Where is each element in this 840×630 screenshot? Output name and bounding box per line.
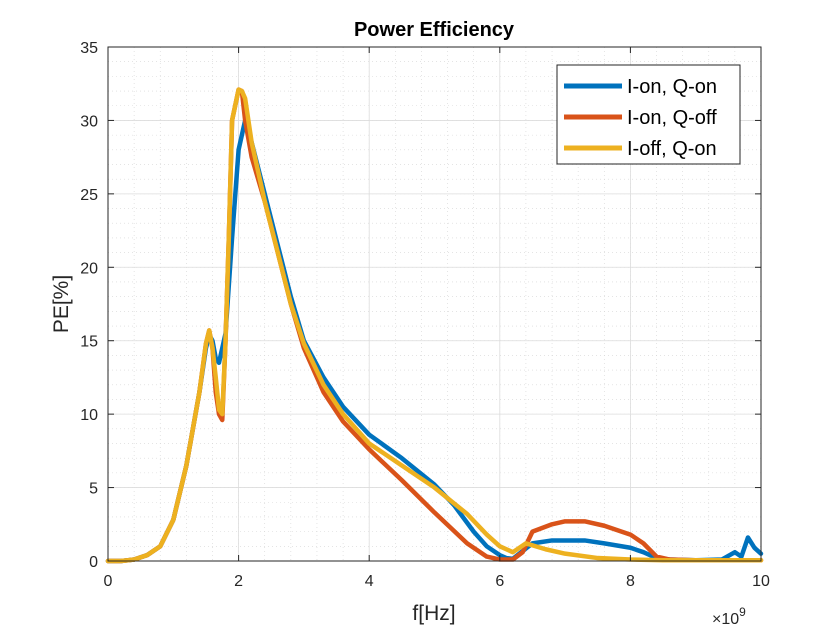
x-exponent-label: ×109	[712, 605, 746, 628]
x-exponent-base: ×10	[712, 611, 739, 628]
legend-label-i-on-q-on: I-on, Q-on	[627, 76, 717, 98]
y-ticks: 0 5 10 15 20 25 30 35	[80, 40, 761, 571]
y-axis-label: PE[%]	[50, 275, 73, 333]
y-tick-label: 15	[80, 334, 98, 351]
y-tick-label: 30	[80, 113, 98, 130]
y-tick-label: 5	[89, 481, 98, 498]
y-tick-label: 20	[80, 260, 98, 277]
x-tick-label: 2	[234, 573, 243, 590]
x-tick-label: 8	[626, 573, 635, 590]
y-tick-label: 25	[80, 187, 98, 204]
series-lines	[105, 87, 764, 564]
y-tick-label: 35	[80, 40, 98, 57]
x-axis-label: f[Hz]	[412, 602, 455, 625]
x-tick-label: 4	[365, 573, 374, 590]
x-exponent-power: 9	[739, 605, 746, 619]
x-ticks: 0 2 4 6 8 10	[104, 47, 770, 590]
x-tick-label: 6	[495, 573, 504, 590]
plot-frame	[107, 46, 762, 562]
legend-label-i-on-q-off: I-on, Q-off	[627, 107, 717, 129]
legend-label-i-off-q-on: I-off, Q-on	[627, 138, 717, 160]
legend: I-on, Q-on I-on, Q-off I-off, Q-on	[556, 64, 741, 165]
y-tick-label: 10	[80, 407, 98, 424]
chart-title: Power Efficiency	[354, 19, 515, 41]
x-tick-label: 10	[752, 573, 770, 590]
series-line-i-off-q-on	[105, 87, 764, 564]
x-tick-label: 0	[104, 573, 113, 590]
y-tick-label: 0	[89, 554, 98, 571]
